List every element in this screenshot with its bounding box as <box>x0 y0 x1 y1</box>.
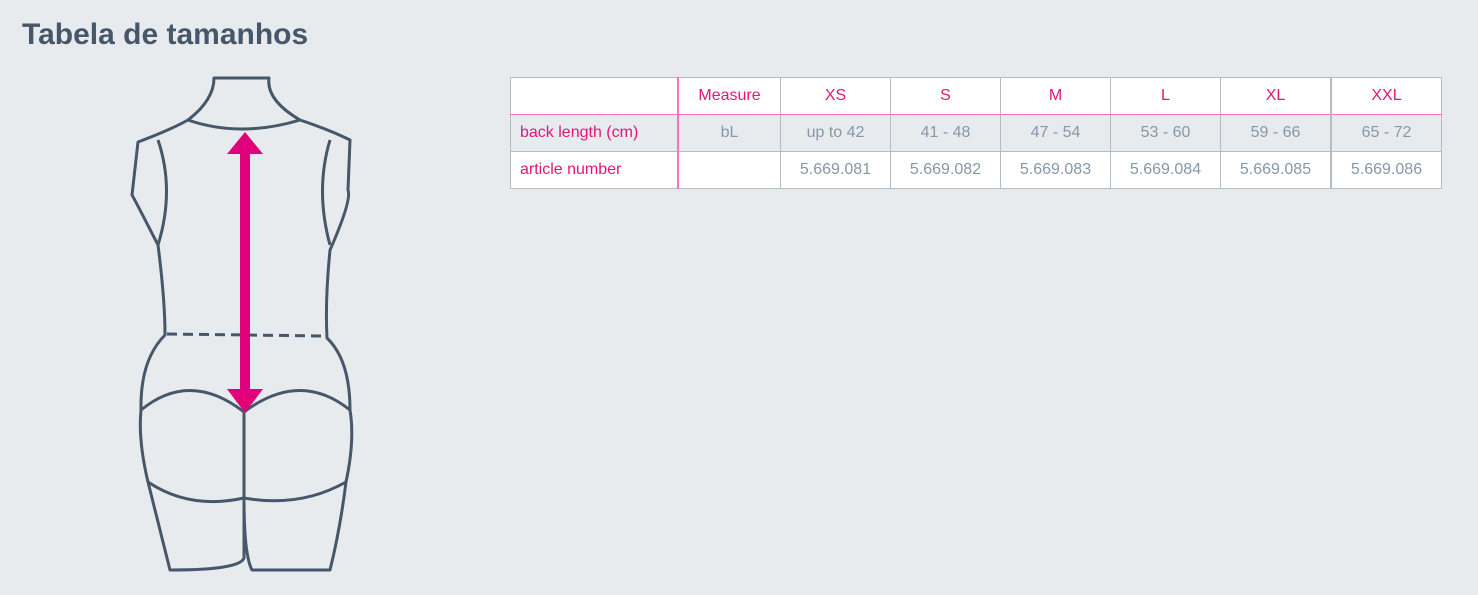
measure-cell <box>677 151 781 189</box>
header-xs: XS <box>780 77 891 115</box>
left-arm-line <box>156 139 168 246</box>
table-row: back length (cm) bL up to 42 41 - 48 47 … <box>510 114 1442 152</box>
header-s: S <box>890 77 1001 115</box>
size-table: Measure XS S M L XL XXL back length (cm)… <box>510 77 1442 189</box>
value-cell: 59 - 66 <box>1220 114 1332 152</box>
leg-line <box>147 480 347 504</box>
table-row: article number 5.669.081 5.669.082 5.669… <box>510 151 1442 189</box>
value-cell: 5.669.082 <box>890 151 1001 189</box>
value-cell: 5.669.083 <box>1000 151 1111 189</box>
header-xxl: XXL <box>1330 77 1442 115</box>
header-empty <box>510 77 679 115</box>
value-cell: 53 - 60 <box>1110 114 1221 152</box>
waist-dashed-line <box>166 332 326 338</box>
value-cell: 41 - 48 <box>890 114 1001 152</box>
right-arm-line <box>321 139 332 246</box>
row-label: article number <box>510 151 679 189</box>
collar-line <box>187 118 301 131</box>
row-label: back length (cm) <box>510 114 679 152</box>
value-cell: 5.669.086 <box>1330 151 1442 189</box>
header-l: L <box>1110 77 1221 115</box>
back-length-arrow <box>227 132 263 413</box>
header-m: M <box>1000 77 1111 115</box>
value-cell: 65 - 72 <box>1330 114 1442 152</box>
header-measure: Measure <box>677 77 781 115</box>
measure-cell: bL <box>677 114 781 152</box>
value-cell: 47 - 54 <box>1000 114 1111 152</box>
table-header-row: Measure XS S M L XL XXL <box>510 77 1442 115</box>
value-cell: 5.669.085 <box>1220 151 1332 189</box>
body-back-diagram <box>130 76 354 572</box>
header-xl: XL <box>1220 77 1332 115</box>
value-cell: up to 42 <box>780 114 891 152</box>
page-title: Tabela de tamanhos <box>22 18 309 51</box>
value-cell: 5.669.081 <box>780 151 891 189</box>
value-cell: 5.669.084 <box>1110 151 1221 189</box>
